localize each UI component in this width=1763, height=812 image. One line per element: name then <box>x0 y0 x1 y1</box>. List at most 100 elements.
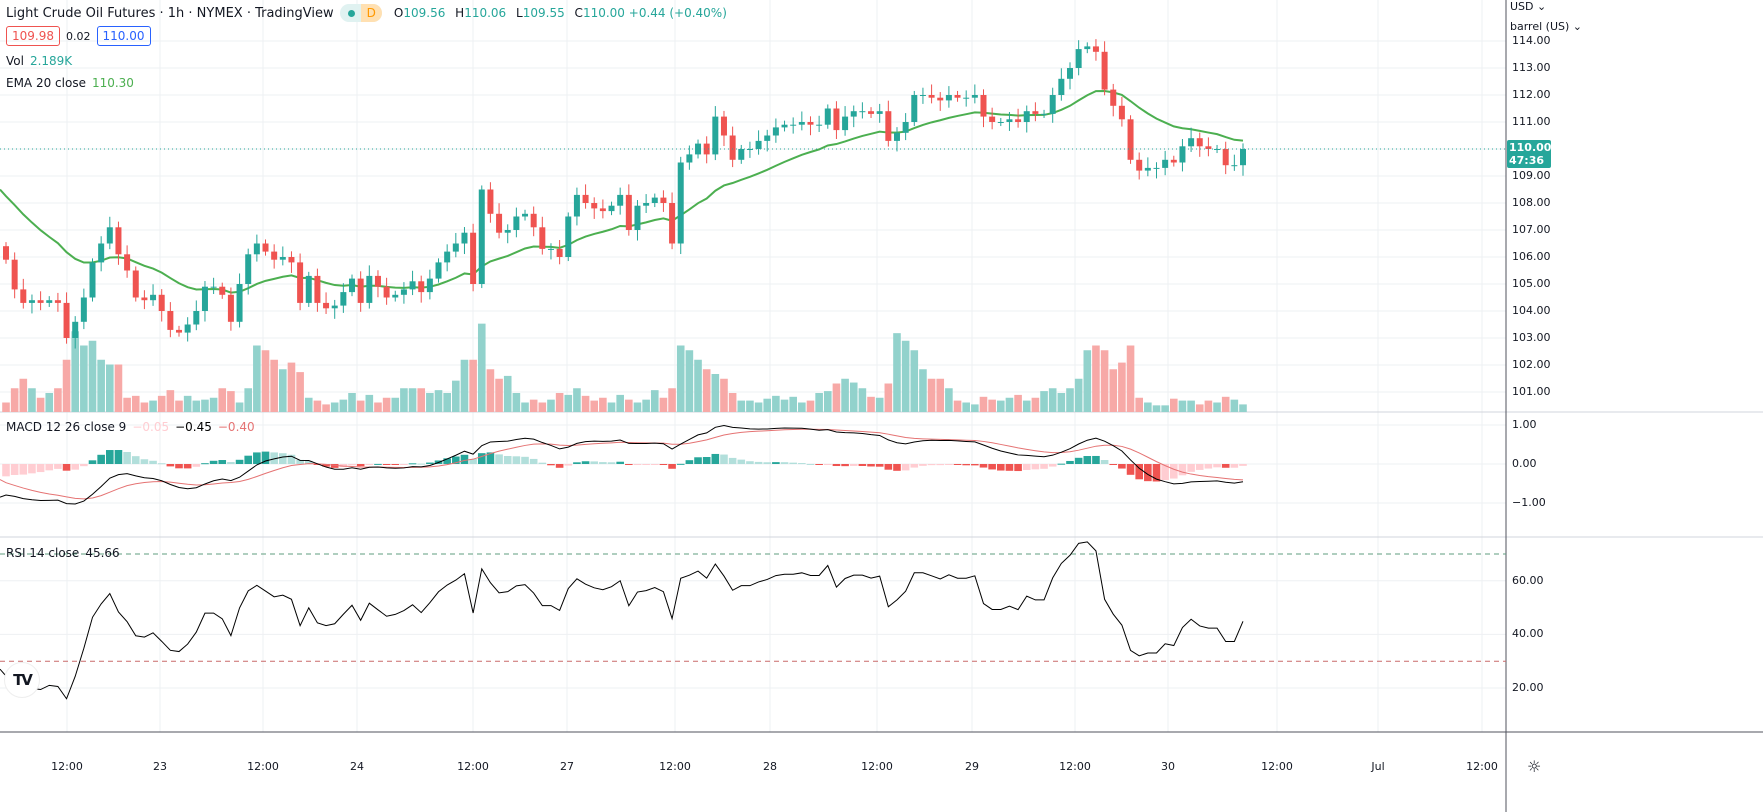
macd-histogram-bar <box>849 464 858 466</box>
macd-histogram-bar <box>279 453 287 464</box>
buy-button[interactable]: 110.00 <box>96 26 151 46</box>
volume-bar <box>555 393 564 412</box>
volume-bar <box>841 378 849 412</box>
candle-body <box>530 213 537 228</box>
volume-bar <box>1014 394 1022 412</box>
volume-bar <box>313 400 322 412</box>
macd-histogram-bar <box>573 462 581 464</box>
volume-bar <box>849 382 858 412</box>
rsi-label: RSI 14 close <box>6 546 80 560</box>
candle-body <box>323 302 330 309</box>
macd-histogram-bar <box>149 460 157 464</box>
volume-bar <box>434 390 443 412</box>
volume-bar <box>702 369 711 412</box>
price-tick-label: 107.00 <box>1512 223 1551 236</box>
candle-body <box>28 300 35 303</box>
macd-histogram-bar <box>36 464 45 473</box>
candle-body <box>798 122 805 125</box>
candle-body <box>591 203 598 209</box>
currency-dropdown[interactable]: USD ⌄ <box>1510 0 1547 13</box>
ohlc-values: O109.56 H110.06 L109.55 C110.00 +0.44 (+… <box>388 6 727 20</box>
macd-histogram-bar <box>806 463 815 465</box>
candle-body <box>755 140 762 149</box>
ema-legend[interactable]: EMA 20 close 110.30 <box>6 76 134 90</box>
candle-body <box>1023 111 1030 122</box>
macd-histogram-bar <box>763 462 772 464</box>
market-status-badge[interactable]: D <box>339 4 382 22</box>
volume-bar <box>728 393 737 412</box>
volume-bar <box>1040 391 1048 412</box>
macd-histogram-bar <box>304 460 313 464</box>
macd-histogram-bar <box>772 462 780 464</box>
volume-bar <box>858 388 867 412</box>
candle-body <box>902 122 909 133</box>
candle-body <box>911 95 918 122</box>
volume-bar <box>875 397 884 412</box>
candle-body <box>1222 149 1229 166</box>
volume-bar <box>71 331 80 412</box>
macd-histogram-bar <box>607 462 616 464</box>
volume-legend[interactable]: Vol 2.189K <box>6 54 72 68</box>
macd-histogram-bar <box>625 464 633 465</box>
settings-gear-icon[interactable]: ☼ <box>1527 757 1542 776</box>
candle-body <box>1118 105 1125 120</box>
macd-legend[interactable]: MACD 12 26 close 9 −0.05 −0.45 −0.40 <box>6 420 255 434</box>
candle-body <box>513 216 520 230</box>
volume-bar <box>97 359 105 412</box>
volume-bar <box>901 340 910 412</box>
macd-histogram-bar <box>1048 464 1057 467</box>
macd-histogram-bar <box>183 464 192 469</box>
tradingview-logo[interactable]: TV <box>4 662 40 698</box>
candle-body <box>115 227 122 255</box>
candle-body <box>470 232 477 284</box>
volume-bar <box>659 397 668 412</box>
volume-bar <box>521 402 529 412</box>
candle-body <box>643 203 650 206</box>
candle-body <box>1162 159 1169 168</box>
sell-button[interactable]: 109.98 <box>6 26 60 46</box>
macd-histogram-bar <box>1040 464 1048 469</box>
volume-bar <box>253 345 261 412</box>
time-tick-label: 12:00 <box>861 760 893 773</box>
volume-bar <box>460 359 469 412</box>
volume-bar <box>538 402 547 412</box>
volume-bar <box>1092 345 1100 412</box>
ema-line <box>0 89 1244 294</box>
macd-histogram-bar <box>754 461 763 464</box>
candle-body <box>824 108 831 125</box>
rsi-legend[interactable]: RSI 14 close 45.66 <box>6 546 120 560</box>
unit-dropdown[interactable]: barrel (US) ⌄ <box>1510 20 1582 33</box>
candle-body <box>1075 49 1082 68</box>
volume-bar <box>996 400 1005 412</box>
macd-tick-label: −1.00 <box>1512 496 1546 509</box>
candle-body <box>833 108 840 131</box>
macd-histogram-bar <box>330 464 339 468</box>
open-label: O <box>393 6 404 20</box>
macd-histogram-bar <box>477 453 486 464</box>
macd-histogram-bar <box>901 464 910 471</box>
candle-body <box>184 324 191 333</box>
volume-bar <box>625 399 633 412</box>
macd-histogram-bar <box>953 464 962 465</box>
macd-histogram-bar <box>157 463 166 465</box>
candle-body <box>617 194 624 206</box>
macd-histogram-bar <box>841 464 849 467</box>
candle-body <box>262 243 269 252</box>
candle-body <box>954 95 961 98</box>
volume-bar <box>1031 397 1040 412</box>
volume-bar <box>798 402 806 412</box>
candle-body <box>340 292 347 306</box>
volume-bar <box>503 375 512 412</box>
macd-histogram-bar <box>244 455 253 464</box>
candle-body <box>1092 46 1099 52</box>
volume-bar <box>192 400 201 412</box>
candle-body <box>357 278 364 303</box>
candle-body <box>426 278 433 293</box>
candle-body <box>331 305 338 309</box>
candle-body <box>236 284 243 322</box>
macd-histogram-bar <box>1169 464 1178 479</box>
symbol-title[interactable]: Light Crude Oil Futures · 1h · NYMEX · T… <box>6 5 334 21</box>
time-tick-label: 12:00 <box>247 760 279 773</box>
volume-bar <box>106 364 114 412</box>
